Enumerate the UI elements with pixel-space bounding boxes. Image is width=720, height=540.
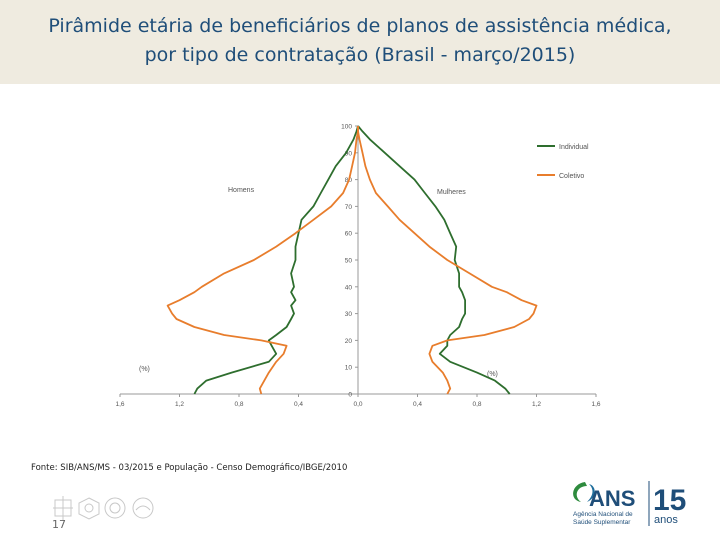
x-tick-label: 1,6 (591, 401, 600, 408)
hexagon-logo-icon (78, 497, 100, 520)
y-tick-label: 10 (345, 365, 353, 372)
ans-swirl-icon (573, 482, 595, 502)
y-tick-label: 30 (345, 311, 353, 318)
ans-tagline-2: Saúde Suplementar (573, 519, 631, 526)
y-tick-label: 40 (345, 284, 353, 291)
circle-logo-icon (104, 497, 126, 519)
left-side-label: Homens (228, 187, 255, 194)
population-pyramid-chart: 1,6 1,2 0,8 0,4 0,0 0,4 0,8 1,2 1,6 0 10 20 30 40 50 60… (115, 124, 600, 409)
anniversary-word: anos (654, 514, 678, 526)
y-tick-label: 70 (345, 204, 353, 211)
title-band (0, 0, 720, 84)
building-logo-icon (53, 496, 73, 520)
x-tick-label: 0,8 (234, 401, 243, 408)
source-note: Fonte: SIB/ANS/MS - 03/2015 e População … (31, 463, 348, 473)
right-unit-label: (%) (487, 371, 498, 378)
page-title: Pirâmide etária de beneficiários de plan… (0, 12, 720, 70)
y-tick-label: 90 (345, 150, 353, 157)
page-title-line-2: por tipo de contratação (Brasil - março/… (144, 44, 576, 66)
y-tick-label: 100 (341, 124, 352, 131)
page-number: 17 (52, 518, 66, 531)
y-tick-label: 20 (345, 338, 353, 345)
x-tick-label: 1,2 (175, 401, 184, 408)
series-line-coletivo-mulheres (357, 126, 538, 395)
y-tick-label: 60 (345, 231, 353, 238)
x-tick-label: 0,4 (294, 401, 303, 408)
anniversary-number: 15 (653, 484, 686, 517)
y-tick-label: 0 (348, 392, 352, 399)
x-tick-label: 0,4 (413, 401, 422, 408)
left-unit-label: (%) (139, 366, 150, 373)
chart-legend: Individual Coletivo (537, 144, 589, 180)
x-tick-label: 0,0 (353, 401, 362, 408)
ans-tagline-1: Agência Nacional de (573, 511, 633, 518)
right-side-label: Mulheres (437, 189, 466, 196)
x-tick-label: 1,2 (532, 401, 541, 408)
round-logo-icon (132, 497, 154, 519)
ans-logo: ANS Agência Nacional de Saúde Suplementa… (573, 481, 686, 526)
series-line-individual-mulheres (357, 125, 511, 395)
x-tick-label: 1,6 (115, 401, 124, 408)
page-title-line-1: Pirâmide etária de beneficiários de plan… (48, 15, 672, 37)
series-line-individual-homens (193, 125, 359, 395)
x-tick-label: 0,8 (472, 401, 481, 408)
legend-label-coletivo: Coletivo (559, 173, 584, 180)
partner-logos (53, 496, 154, 520)
y-tick-label: 50 (345, 258, 353, 265)
series-line-coletivo-homens (166, 126, 359, 395)
ans-logo-text: ANS (589, 486, 635, 511)
legend-label-individual: Individual (559, 144, 589, 151)
